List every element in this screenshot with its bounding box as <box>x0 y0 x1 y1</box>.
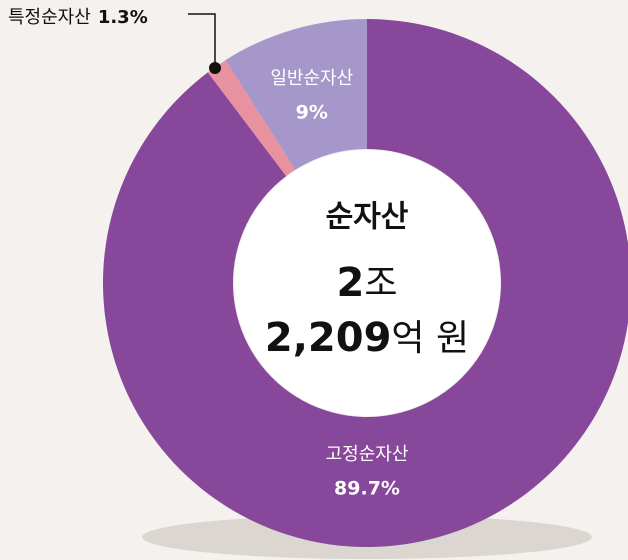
center-total: 2,209억 원 <box>265 315 469 361</box>
leader-line <box>188 13 216 68</box>
center-title: 순자산 <box>326 200 409 235</box>
center-total: 2조 <box>337 260 398 306</box>
callout-value: 1.3% <box>98 7 148 28</box>
slice <box>103 19 628 547</box>
total-unit: 억 원 <box>391 318 469 359</box>
callout-label: 특정순자산 1.3% <box>8 7 148 28</box>
slice-label: 일반순자산 <box>270 68 353 89</box>
leader-dot <box>209 62 221 74</box>
total-unit: 조 <box>364 263 397 304</box>
slice-value: 89.7% <box>334 478 400 500</box>
slice <box>225 19 367 170</box>
slice-label: 고정순자산 <box>326 444 409 465</box>
callout-name: 특정순자산 <box>8 7 91 28</box>
total-number: 2 <box>337 260 365 306</box>
slice <box>207 60 296 177</box>
center-hole <box>234 150 500 416</box>
slice-value: 9% <box>296 101 328 123</box>
total-number: 2,209 <box>265 315 392 361</box>
